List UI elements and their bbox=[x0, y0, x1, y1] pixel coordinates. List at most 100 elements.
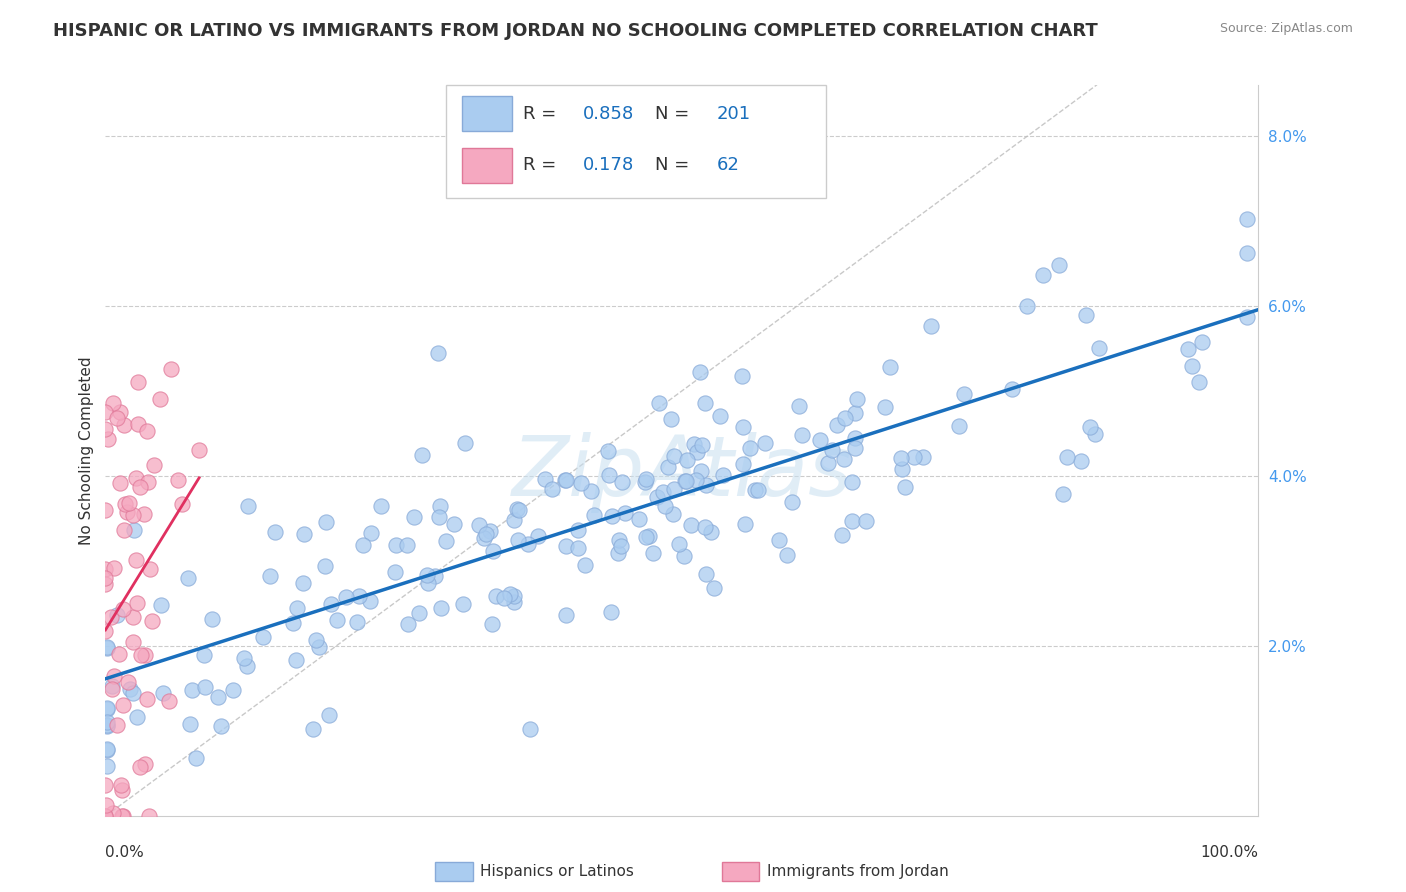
Point bbox=[115, 505, 138, 519]
Point bbox=[292, 527, 315, 541]
Point bbox=[114, 418, 136, 433]
Point bbox=[184, 751, 207, 765]
Point bbox=[111, 809, 134, 823]
Point bbox=[827, 417, 849, 432]
Point bbox=[879, 359, 901, 374]
Point bbox=[675, 474, 697, 488]
Point bbox=[233, 651, 256, 665]
Point bbox=[97, 432, 120, 446]
Point bbox=[1236, 310, 1258, 324]
Point bbox=[360, 525, 382, 540]
Point bbox=[734, 517, 756, 532]
Point bbox=[416, 568, 439, 582]
Text: Hispanics or Latinos: Hispanics or Latinos bbox=[481, 863, 634, 879]
Point bbox=[574, 558, 596, 573]
Point bbox=[673, 475, 696, 489]
Text: 0.0%: 0.0% bbox=[105, 846, 145, 861]
Point bbox=[127, 710, 149, 724]
Point bbox=[326, 613, 349, 627]
Point bbox=[94, 562, 117, 576]
Text: 0.178: 0.178 bbox=[582, 156, 634, 174]
Point bbox=[96, 714, 118, 729]
Point bbox=[506, 502, 529, 516]
Point bbox=[581, 483, 603, 498]
Point bbox=[94, 571, 117, 585]
Point bbox=[903, 450, 925, 464]
Point bbox=[142, 458, 165, 472]
Point bbox=[516, 537, 538, 551]
Point bbox=[451, 597, 474, 611]
Point bbox=[1177, 342, 1199, 356]
Point bbox=[395, 538, 418, 552]
Point bbox=[101, 396, 124, 410]
Point bbox=[526, 528, 548, 542]
Point bbox=[685, 473, 707, 487]
Point bbox=[346, 615, 368, 630]
Point bbox=[600, 509, 623, 524]
Point bbox=[96, 640, 118, 654]
Point bbox=[121, 610, 143, 624]
Point bbox=[285, 601, 308, 615]
Point bbox=[112, 523, 135, 537]
Point bbox=[1187, 375, 1209, 389]
Text: Immigrants from Jordan: Immigrants from Jordan bbox=[766, 863, 948, 879]
Point bbox=[952, 387, 974, 401]
Point bbox=[508, 503, 530, 517]
Point bbox=[152, 686, 174, 700]
Point bbox=[614, 506, 637, 520]
Point bbox=[478, 524, 501, 538]
Text: 100.0%: 100.0% bbox=[1201, 846, 1258, 861]
Point bbox=[709, 409, 731, 423]
Point bbox=[96, 718, 118, 732]
Text: R =: R = bbox=[523, 105, 562, 123]
Point bbox=[610, 475, 633, 489]
Point bbox=[484, 589, 506, 603]
Point bbox=[541, 482, 564, 496]
Point bbox=[108, 405, 131, 419]
Point bbox=[1084, 427, 1107, 442]
Point bbox=[482, 544, 505, 558]
Point bbox=[125, 553, 148, 567]
Point bbox=[817, 457, 839, 471]
Point bbox=[384, 565, 406, 579]
Point bbox=[834, 411, 856, 425]
Point bbox=[662, 482, 685, 496]
Point bbox=[122, 635, 145, 649]
Point bbox=[96, 701, 118, 715]
Point bbox=[134, 756, 156, 771]
Point bbox=[318, 707, 340, 722]
Point bbox=[181, 683, 204, 698]
Point bbox=[494, 591, 516, 605]
Point bbox=[569, 475, 592, 490]
Point bbox=[1047, 258, 1070, 272]
Point bbox=[136, 691, 159, 706]
Point bbox=[427, 345, 450, 359]
Point bbox=[172, 497, 194, 511]
Point bbox=[141, 615, 163, 629]
Point bbox=[468, 517, 491, 532]
Point bbox=[695, 478, 717, 492]
Text: Source: ZipAtlas.com: Source: ZipAtlas.com bbox=[1219, 22, 1353, 36]
Point bbox=[122, 523, 145, 537]
Point bbox=[676, 452, 699, 467]
Point bbox=[194, 680, 217, 694]
Point bbox=[567, 523, 589, 537]
Point bbox=[1076, 308, 1098, 322]
Point bbox=[423, 569, 446, 583]
Point bbox=[657, 460, 679, 475]
Point bbox=[402, 509, 425, 524]
Point bbox=[108, 647, 131, 661]
Point bbox=[582, 508, 605, 523]
Point bbox=[600, 605, 623, 619]
Point bbox=[1001, 382, 1024, 396]
Point bbox=[112, 698, 135, 712]
Point bbox=[110, 778, 132, 792]
Point bbox=[703, 581, 725, 595]
Point bbox=[1191, 334, 1213, 349]
Point bbox=[105, 410, 128, 425]
Point bbox=[117, 675, 139, 690]
Point bbox=[841, 475, 863, 489]
Point bbox=[138, 809, 160, 823]
Point bbox=[503, 595, 526, 609]
Point bbox=[808, 433, 831, 447]
